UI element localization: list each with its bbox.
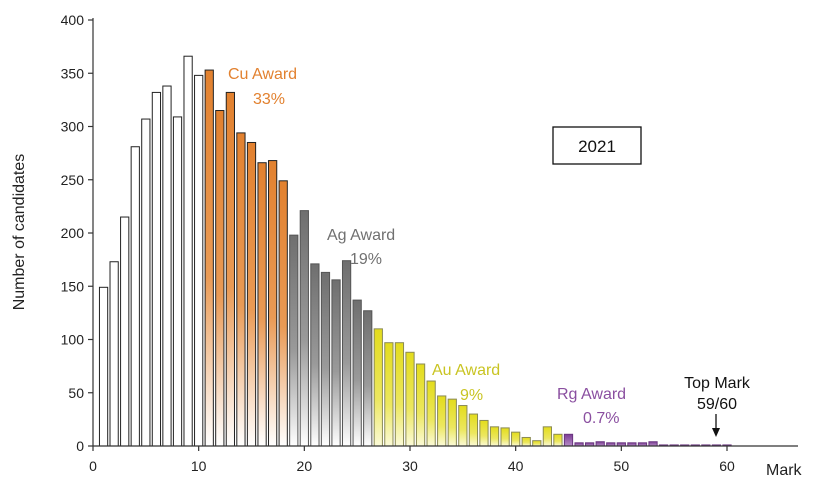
- bar-mark-23: [331, 279, 341, 447]
- bar-mark-27: [373, 328, 383, 447]
- bar-mark-12: [215, 110, 225, 447]
- top-mark-title: Top Mark: [684, 375, 751, 392]
- au-award-annotation: Au Award 9%: [432, 362, 500, 404]
- x-ticks-group: 0 10 20 30 40 50 60: [89, 446, 735, 474]
- bar-mark-8: [172, 116, 183, 447]
- bar-mark-32: [426, 380, 436, 447]
- y-tick-label-350: 350: [61, 65, 85, 81]
- y-tick-label-50: 50: [68, 385, 84, 401]
- x-tick-label-40: 40: [508, 458, 524, 474]
- bar-mark-39: [500, 427, 510, 447]
- y-tick-label-0: 0: [76, 438, 84, 454]
- rg-award-annotation: Rg Award 0.7%: [557, 386, 626, 427]
- bars-group: [98, 55, 732, 447]
- au-award-percent: 9%: [460, 387, 483, 404]
- rg-award-percent: 0.7%: [583, 410, 619, 427]
- y-tick-label-200: 200: [61, 225, 85, 241]
- bar-mark-18: [278, 180, 288, 447]
- ag-award-name: Ag Award: [327, 227, 395, 244]
- x-tick-label-60: 60: [719, 458, 735, 474]
- bar-mark-42: [532, 440, 542, 447]
- y-tick-label-250: 250: [61, 172, 85, 188]
- top-mark-value: 59/60: [697, 396, 737, 413]
- bar-mark-41: [521, 436, 531, 447]
- bar-mark-9: [183, 55, 193, 447]
- rg-award-name: Rg Award: [557, 386, 626, 403]
- bar-mark-17: [268, 160, 278, 447]
- top-mark-annotation: Top Mark 59/60: [684, 375, 751, 437]
- bar-mark-3: [120, 216, 130, 447]
- bar-mark-48: [595, 441, 605, 447]
- ag-award-percent: 19%: [350, 251, 382, 268]
- bar-mark-34: [447, 398, 457, 447]
- bar-mark-31: [415, 363, 426, 447]
- bar-mark-2: [109, 261, 119, 447]
- bar-mark-44: [553, 433, 563, 447]
- x-tick-label-30: 30: [402, 458, 418, 474]
- x-tick-label-10: 10: [191, 458, 207, 474]
- x-tick-label-0: 0: [89, 458, 97, 474]
- bar-mark-53: [648, 441, 658, 447]
- bar-mark-22: [320, 271, 331, 447]
- bar-mark-40: [511, 431, 521, 447]
- x-axis-title: Mark: [766, 462, 803, 479]
- bar-mark-11: [204, 69, 214, 447]
- year-label: 2021: [578, 137, 616, 156]
- bar-mark-14: [236, 132, 246, 447]
- bar-mark-24: [341, 260, 352, 447]
- bar-mark-6: [151, 91, 162, 447]
- bar-mark-10: [194, 74, 204, 447]
- bar-mark-30: [405, 351, 415, 447]
- cu-award-percent: 33%: [253, 91, 285, 108]
- bar-mark-16: [257, 162, 267, 447]
- y-tick-label-100: 100: [61, 332, 85, 348]
- bar-mark-26: [363, 310, 373, 447]
- bar-mark-19: [289, 234, 299, 447]
- bar-mark-38: [489, 426, 500, 447]
- axes-group: [92, 18, 798, 447]
- au-award-name: Au Award: [432, 362, 500, 379]
- cu-award-annotation: Cu Award 33%: [228, 66, 297, 108]
- x-tick-label-20: 20: [297, 458, 313, 474]
- cu-award-name: Cu Award: [228, 66, 297, 83]
- y-tick-label-400: 400: [61, 12, 85, 28]
- ag-award-annotation: Ag Award 19%: [327, 227, 395, 268]
- bar-mark-45: [563, 433, 574, 447]
- bar-mark-4: [130, 146, 140, 447]
- bar-mark-35: [458, 405, 468, 447]
- bar-mark-33: [437, 395, 447, 447]
- bar-mark-29: [394, 342, 405, 447]
- bar-mark-5: [141, 118, 151, 447]
- y-axis-title: Number of candidates: [11, 154, 28, 311]
- y-tick-label-300: 300: [61, 119, 85, 135]
- y-tick-label-150: 150: [61, 278, 85, 294]
- top-mark-arrow-head: [712, 428, 720, 437]
- bar-mark-28: [384, 342, 394, 447]
- bar-mark-21: [310, 263, 320, 447]
- bar-mark-20: [299, 210, 309, 447]
- bar-mark-36: [468, 413, 479, 447]
- bar-mark-25: [352, 299, 362, 447]
- year-box: [552, 126, 642, 165]
- bar-mark-1: [98, 286, 109, 447]
- y-ticks-group: 0 50 100 150 200 250 300 350 400: [61, 12, 93, 454]
- x-tick-label-50: 50: [614, 458, 630, 474]
- bar-mark-37: [479, 419, 489, 447]
- bar-mark-43: [542, 426, 552, 447]
- bar-mark-13: [225, 91, 235, 447]
- bar-mark-7: [162, 85, 172, 447]
- bar-mark-15: [246, 141, 257, 447]
